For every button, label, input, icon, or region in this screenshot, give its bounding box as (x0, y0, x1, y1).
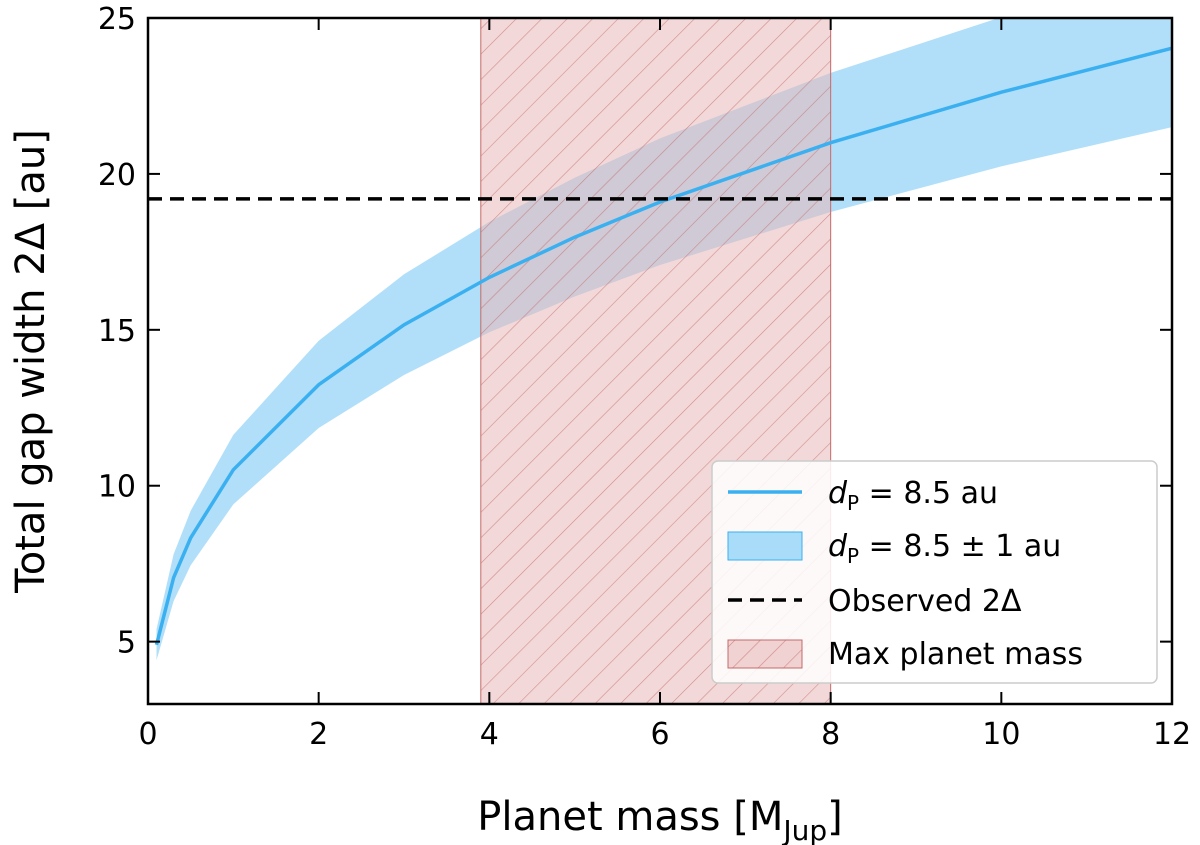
x-axis-ticks: 0 2 4 6 8 10 12 (138, 18, 1191, 752)
x-axis-title: Planet mass [MJup] (477, 794, 842, 845)
legend-dashed-label: Observed 2Δ (828, 584, 1022, 619)
x-tick-label: 0 (138, 717, 157, 752)
x-tick-label: 8 (821, 717, 840, 752)
legend-line-label: dP = 8.5 au (828, 476, 998, 515)
y-tick-label: 10 (98, 470, 136, 505)
x-tick-label: 12 (1153, 717, 1191, 752)
legend-box (711, 460, 1158, 684)
x-tick-label: 6 (650, 717, 669, 752)
y-tick-label: 25 (98, 2, 136, 37)
legend-hatch-label: Max planet mass (828, 637, 1083, 672)
y-tick-label: 15 (98, 314, 136, 349)
x-axis-title-main: Planet mass [M (477, 794, 783, 840)
x-tick-label: 2 (309, 717, 328, 752)
x-tick-label: 4 (480, 717, 499, 752)
y-axis-title: Total gap width 2Δ [au] (8, 129, 54, 594)
y-tick-label: 5 (117, 626, 136, 661)
x-tick-label: 10 (982, 717, 1020, 752)
legend-hatch-overlay (728, 640, 802, 668)
x-axis-title-sub: Jup (781, 814, 827, 845)
dp-8p5-au-line (154, 46, 1172, 646)
legend-band-symbol (727, 531, 803, 561)
legend-band-label: dP = 8.5 ± 1 au (828, 529, 1061, 568)
y-axis-ticks: 5 10 15 20 25 (98, 2, 1172, 661)
y-tick-label: 20 (98, 158, 136, 193)
legend: dP = 8.5 au dP = 8.5 ± 1 au Observed 2Δ … (711, 460, 1158, 684)
uncertainty-band (156, 18, 1172, 661)
x-axis-title-close: ] (827, 794, 843, 840)
